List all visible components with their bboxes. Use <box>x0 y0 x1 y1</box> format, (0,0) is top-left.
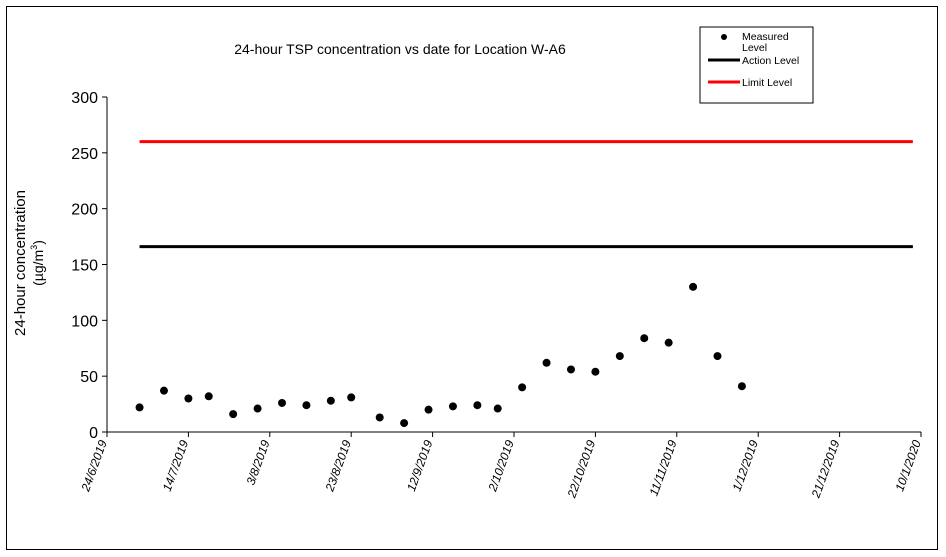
data-point <box>664 338 673 347</box>
data-point <box>591 367 600 376</box>
data-point <box>326 396 335 405</box>
data-point <box>253 404 262 413</box>
data-point <box>518 383 527 392</box>
x-tick-label: 3/8/2019 <box>243 438 272 487</box>
x-tick-label: 1/12/2019 <box>730 438 762 493</box>
y-tick-label: 150 <box>71 258 98 275</box>
legend: Measured Level Action Level Limit Level <box>699 26 814 104</box>
axes: 0 50 100 150 200 250 300 24/6/2019 14/7/2019 3/8/… <box>71 90 924 500</box>
legend-measured-marker <box>721 34 727 40</box>
x-tick-label: 11/11/2019 <box>647 438 680 498</box>
chart-title: 24-hour TSP concentration vs date for Lo… <box>234 41 566 57</box>
x-tick-label: 12/9/2019 <box>404 438 436 493</box>
x-tick-label: 2/10/2019 <box>485 438 517 494</box>
legend-limit-label: Limit Level <box>742 77 792 89</box>
y-tick-label: 250 <box>71 146 98 163</box>
y-axis-unit-prefix: (µg/m <box>30 250 46 286</box>
reference-lines <box>139 140 913 249</box>
y-tick-label: 0 <box>89 425 98 442</box>
y-axis-label-line1: 24-hour concentration <box>12 190 29 336</box>
data-point <box>135 403 144 412</box>
data-point <box>302 401 311 410</box>
data-point <box>640 334 649 343</box>
data-point <box>278 398 287 407</box>
y-tick-label: 200 <box>71 202 98 219</box>
data-point <box>713 352 722 361</box>
y-axis-label-line2: (µg/m3) <box>29 240 46 286</box>
data-point <box>159 386 168 395</box>
data-point <box>448 402 457 411</box>
data-point <box>347 393 356 402</box>
data-point <box>493 404 502 413</box>
legend-action-label: Action Level <box>742 55 799 67</box>
x-tick-label: 10/1/2020 <box>892 438 924 493</box>
data-point <box>689 282 698 291</box>
y-axis-label: 24-hour concentration (µg/m3) <box>12 190 46 336</box>
y-tick-label: 300 <box>71 90 98 107</box>
legend-measured-label-line1: Measured <box>742 31 789 43</box>
data-point <box>566 365 575 374</box>
data-point <box>184 394 193 403</box>
x-tick-label: 22/10/2019 <box>564 438 598 500</box>
legend-measured-label-line2: Level <box>742 42 767 54</box>
x-tick-label: 21/12/2019 <box>808 438 842 500</box>
data-point <box>542 358 551 367</box>
data-point <box>615 352 624 361</box>
chart-frame: 24-hour TSP concentration vs date for Lo… <box>6 6 938 550</box>
y-axis-unit-suffix: ) <box>30 240 46 245</box>
chart-svg: 24-hour TSP concentration vs date for Lo… <box>12 26 924 500</box>
y-tick-label: 50 <box>80 369 98 386</box>
x-tick-label: 14/7/2019 <box>160 438 192 493</box>
data-point <box>204 392 213 401</box>
legend-box <box>699 26 814 104</box>
data-point <box>424 405 433 414</box>
data-point <box>737 382 746 391</box>
data-points <box>135 282 746 428</box>
data-point <box>375 413 384 422</box>
y-axis-unit-superscript: 3 <box>29 245 39 250</box>
x-tick-label: 23/8/2019 <box>322 438 354 494</box>
x-tick-label: 24/6/2019 <box>78 438 110 494</box>
data-point <box>229 410 238 419</box>
data-point <box>473 401 482 410</box>
data-point <box>400 419 409 428</box>
y-tick-label: 100 <box>71 313 98 330</box>
